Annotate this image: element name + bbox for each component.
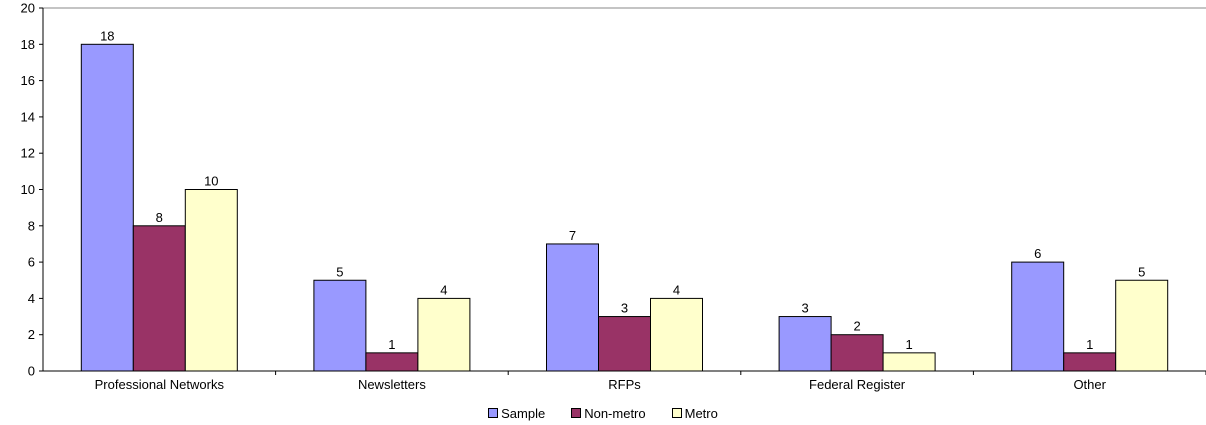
bar-metro: [184, 189, 238, 372]
bar-metro: [1115, 279, 1169, 372]
data-label: 1: [905, 337, 912, 352]
bar-non-metro: [830, 334, 884, 372]
bar-sample: [313, 279, 367, 372]
y-tick-label: 4: [28, 291, 35, 306]
bar-metro: [417, 297, 471, 372]
x-tick-label: Other: [1073, 377, 1106, 392]
y-tick-label: 16: [21, 73, 35, 88]
legend-item: Sample: [488, 406, 545, 421]
bar-non-metro: [598, 316, 651, 372]
legend-item: Non-metro: [571, 405, 646, 421]
legend-swatch: [488, 408, 499, 418]
legend: Sample Non-metro Metro: [0, 404, 1206, 422]
data-label: 3: [621, 301, 628, 316]
y-tick-label: 2: [28, 327, 35, 342]
y-tick-label: 20: [21, 1, 35, 16]
bar-sample: [778, 316, 832, 372]
x-tick-label: RFPs: [608, 377, 641, 392]
data-label: 1: [388, 337, 395, 352]
bar-non-metro: [365, 352, 419, 372]
x-tick-label: Professional Networks: [95, 377, 225, 392]
y-tick-label: 6: [28, 255, 35, 270]
data-label: 7: [569, 228, 576, 243]
legend-swatch: [571, 408, 582, 418]
legend-swatch: [671, 408, 682, 418]
data-label: 10: [204, 174, 218, 189]
legend-label: Non-metro: [584, 405, 646, 421]
data-label: 5: [336, 264, 343, 279]
legend-label: Sample: [501, 405, 546, 421]
data-label: 18: [100, 28, 114, 43]
bar-metro: [882, 352, 936, 372]
x-tick-label: Federal Register: [809, 377, 906, 392]
data-label: 3: [801, 301, 808, 316]
bar-non-metro: [1063, 352, 1117, 372]
x-tick-label: Newsletters: [358, 377, 426, 392]
data-label: 5: [1138, 264, 1145, 279]
y-tick-label: 14: [21, 109, 35, 124]
data-label: 4: [440, 282, 447, 297]
y-tick-label: 8: [28, 218, 35, 233]
bar-sample: [1011, 261, 1065, 372]
y-tick-label: 10: [21, 182, 35, 197]
bar-non-metro: [132, 225, 186, 372]
data-label: 4: [673, 282, 680, 297]
data-label: 2: [853, 319, 860, 334]
y-tick-label: 0: [28, 364, 35, 379]
legend-item: Metro: [671, 405, 718, 421]
legend-label: Metro: [684, 405, 718, 421]
data-label: 6: [1034, 246, 1041, 261]
bar-metro: [650, 297, 703, 372]
bar-sample: [80, 43, 134, 372]
data-label: 8: [156, 210, 163, 225]
data-label: 1: [1086, 337, 1093, 352]
bar-sample: [546, 243, 599, 372]
y-tick-label: 12: [21, 146, 35, 161]
y-tick-label: 18: [21, 37, 35, 52]
